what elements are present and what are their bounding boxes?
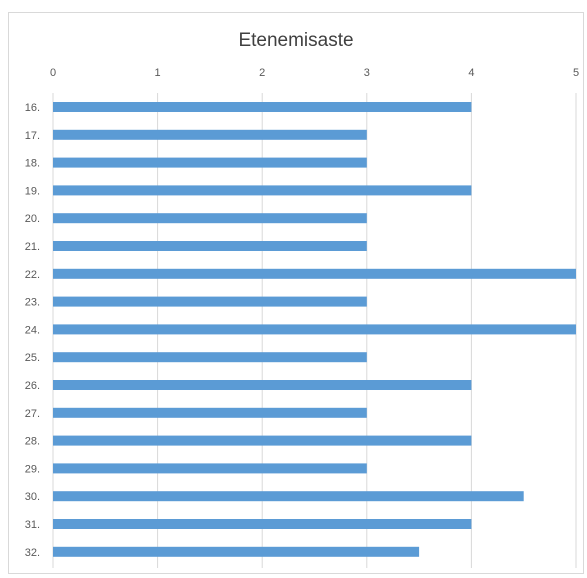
category-label: 19.: [25, 185, 40, 197]
x-tick-labels: 0 1 2 3 4 5: [50, 67, 579, 79]
bar-26: [53, 380, 472, 390]
category-label: 22.: [25, 269, 40, 281]
category-label: 30.: [25, 491, 40, 503]
category-label: 21.: [25, 241, 40, 253]
category-label: 25.: [25, 352, 40, 364]
bar-24: [53, 324, 576, 335]
bar-21: [53, 241, 367, 251]
x-tick-label: 4: [468, 67, 474, 79]
bar-22: [53, 268, 576, 279]
category-label: 28.: [25, 436, 40, 448]
category-label: 32.: [25, 547, 40, 559]
category-label: 27.: [25, 408, 40, 420]
category-label: 23.: [25, 297, 40, 309]
bar-23: [53, 296, 367, 307]
bar-20: [53, 213, 367, 224]
category-label: 16.: [25, 102, 40, 114]
category-labels: 16. 17. 18. 19. 20. 21. 22. 23. 24. 25. 26. 27. 28. 2…: [25, 102, 40, 559]
bar-29: [53, 463, 367, 474]
x-tick-label: 5: [573, 67, 579, 79]
category-label: 24.: [25, 324, 40, 336]
category-label: 18.: [25, 158, 40, 170]
bar-18: [53, 157, 367, 168]
bar-32: [53, 546, 420, 557]
category-label: 17.: [25, 130, 40, 142]
bar-25: [53, 352, 367, 363]
bars: [53, 102, 576, 557]
bar-27: [53, 407, 367, 418]
x-tick-label: 1: [155, 67, 161, 79]
bar-17: [53, 129, 367, 140]
category-label: 26.: [25, 380, 40, 392]
x-tick-label: 3: [364, 67, 370, 79]
x-tick-label: 2: [259, 67, 265, 79]
bar-28: [53, 435, 472, 446]
category-label: 31.: [25, 519, 40, 531]
bar-31: [53, 519, 472, 529]
chart-title: Etenemisaste: [238, 30, 354, 51]
category-label: 29.: [25, 463, 40, 475]
bar-30: [53, 491, 524, 502]
x-tick-label: 0: [50, 67, 56, 79]
bar-19: [53, 185, 472, 196]
category-label: 20.: [25, 213, 40, 225]
bar-16: [53, 102, 472, 112]
